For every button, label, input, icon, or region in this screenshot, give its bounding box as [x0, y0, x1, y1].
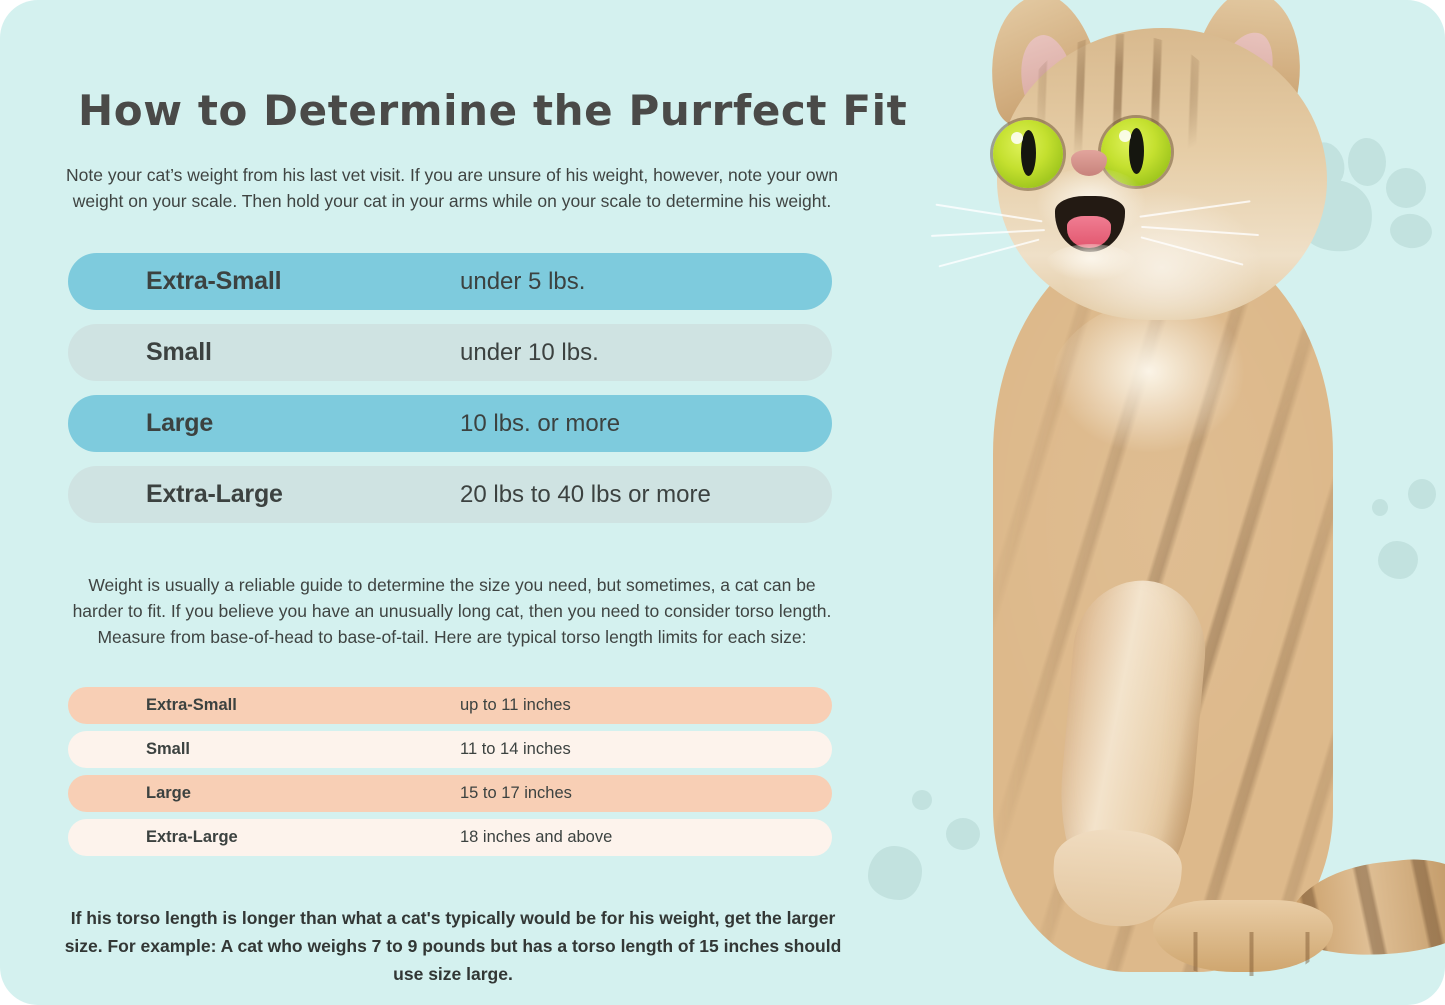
footer-note: If his torso length is longer than what … — [64, 907, 842, 984]
cat-photo — [915, 0, 1445, 1005]
size-length-value: 11 to 14 inches — [460, 740, 571, 758]
cat-tongue — [1067, 216, 1111, 248]
cat-eye-glint — [1011, 132, 1023, 144]
cat-pupil — [1021, 130, 1036, 176]
cat-chin — [1043, 244, 1139, 292]
cat-toe-lines — [1167, 932, 1319, 976]
size-weight-value: 20 lbs to 40 lbs or more — [460, 480, 711, 508]
table-row[interactable]: Small 11 to 14 inches — [68, 731, 832, 768]
intro-paragraph: Note your cat’s weight from his last vet… — [66, 164, 838, 211]
size-label: Extra-Small — [146, 696, 237, 714]
table-row[interactable]: Extra-Small under 5 lbs. — [68, 253, 832, 310]
size-label: Extra-Large — [146, 828, 238, 846]
size-label: Large — [146, 409, 214, 437]
weight-size-table: Extra-Small under 5 lbs. Small under 10 … — [68, 253, 832, 537]
content-column: How to Determine the Purrfect Fit Note y… — [64, 86, 908, 984]
cat-rear-paws — [1153, 900, 1333, 972]
size-length-value: 15 to 17 inches — [460, 784, 572, 802]
size-label: Extra-Large — [146, 480, 283, 508]
cat-pupil — [1129, 128, 1144, 174]
table-row[interactable]: Large 10 lbs. or more — [68, 395, 832, 452]
size-label: Small — [146, 338, 212, 366]
size-length-value: up to 11 inches — [460, 696, 571, 714]
page-title: How to Determine the Purrfect Fit — [78, 86, 908, 136]
cat-eye-glint — [1119, 130, 1131, 142]
cat-chest — [1043, 300, 1273, 510]
size-label: Small — [146, 740, 191, 758]
size-label: Large — [146, 784, 191, 802]
table-row[interactable]: Small under 10 lbs. — [68, 324, 832, 381]
size-weight-value: under 10 lbs. — [460, 338, 599, 366]
table-row[interactable]: Extra-Large 18 inches and above — [68, 819, 832, 856]
size-weight-value: 10 lbs. or more — [460, 409, 621, 437]
table-row[interactable]: Extra-Large 20 lbs to 40 lbs or more — [68, 466, 832, 523]
size-label: Extra-Small — [146, 267, 282, 295]
table-row[interactable]: Large 15 to 17 inches — [68, 775, 832, 812]
torso-paragraph: Weight is usually a reliable guide to de… — [72, 574, 832, 647]
cat-fur-softening — [915, 0, 1445, 1005]
torso-length-table: Extra-Small up to 11 inches Small 11 to … — [68, 687, 832, 863]
cat-nose — [1071, 150, 1107, 176]
table-row[interactable]: Extra-Small up to 11 inches — [68, 687, 832, 724]
size-weight-value: under 5 lbs. — [460, 267, 586, 295]
size-length-value: 18 inches and above — [460, 828, 613, 846]
